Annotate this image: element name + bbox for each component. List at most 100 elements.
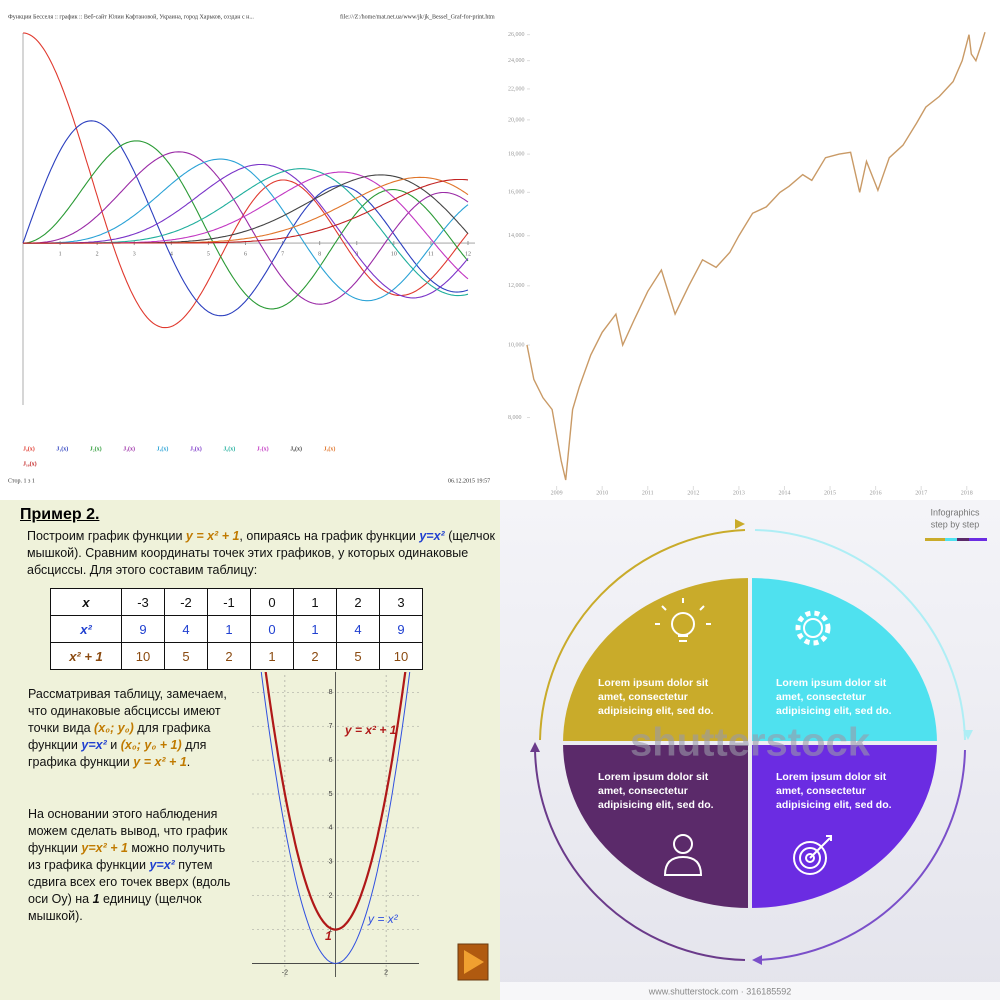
x-tick-label: 4 bbox=[170, 251, 173, 257]
x-tick-label: 2018 bbox=[961, 490, 973, 496]
x-tick-label: 2 bbox=[96, 251, 99, 257]
y-tick-label: 20,000 bbox=[508, 117, 525, 123]
play-triangle bbox=[464, 950, 484, 974]
y-tick-label: 7 bbox=[329, 723, 333, 730]
formula: (x₀; y₀ + 1) bbox=[120, 738, 182, 752]
text: , опираясь на график функции bbox=[239, 529, 420, 543]
formula: (x₀; y₀) bbox=[94, 721, 134, 735]
info-header: step by step bbox=[931, 519, 980, 529]
arrowhead bbox=[752, 955, 762, 965]
curve-label: y = x² bbox=[367, 912, 399, 926]
table-cell: 9 bbox=[121, 615, 165, 643]
y-tick-label: 8 bbox=[329, 689, 333, 696]
table-cell: x bbox=[50, 588, 122, 616]
text: . bbox=[186, 755, 191, 769]
x-tick-label: 12 bbox=[465, 251, 471, 257]
table-cell: 1 bbox=[207, 615, 251, 643]
text: и bbox=[106, 738, 121, 752]
formula: y=x² bbox=[149, 858, 175, 872]
curves bbox=[260, 672, 411, 964]
bulb-rays bbox=[655, 598, 711, 642]
table-cell: 2 bbox=[207, 642, 251, 670]
legend-entry: J₃(x) bbox=[123, 445, 135, 452]
table-cell: 1 bbox=[250, 642, 294, 670]
x-tick-label: 2014 bbox=[778, 490, 790, 496]
text: На основании этого наблюдения можем сдел… bbox=[28, 807, 228, 855]
x-tick-label: 2009 bbox=[551, 490, 563, 496]
legend-entry: J₉(x) bbox=[324, 445, 336, 452]
color-strip bbox=[925, 538, 945, 541]
block-text: Lorem ipsum dolor sit amet, consectetur … bbox=[598, 771, 714, 811]
vertex-label: 1 bbox=[325, 929, 332, 943]
x-tick-label: 2 bbox=[384, 969, 388, 976]
y-tick-label: 6 bbox=[329, 757, 333, 764]
lesson-intro: Построим график функции y = x² + 1, опир… bbox=[27, 528, 497, 579]
x-tick-label: 2013 bbox=[733, 490, 745, 496]
x-tick-label: 2011 bbox=[642, 490, 654, 496]
formula: 1 bbox=[92, 892, 100, 906]
table-cell: -2 bbox=[164, 588, 208, 616]
lesson-observation: Рассматривая таблицу, замечаем, что один… bbox=[28, 686, 238, 771]
block-text: Lorem ipsum dolor sit amet, consectetur … bbox=[776, 771, 892, 811]
arc bbox=[754, 749, 966, 961]
color-strip bbox=[969, 538, 987, 541]
page-footer: Стор. 1 з 1 bbox=[8, 478, 35, 484]
x-tick-label: 3 bbox=[133, 251, 136, 257]
y-tick-label: 18,000 bbox=[508, 151, 525, 157]
icons bbox=[655, 598, 832, 876]
y-tick-label: 3 bbox=[329, 859, 333, 866]
footer-band bbox=[500, 982, 1000, 1000]
target-arrow bbox=[809, 835, 832, 859]
y-tick-label: 5 bbox=[329, 791, 333, 798]
x-tick-label: 5 bbox=[207, 251, 210, 257]
gear-icon bbox=[803, 618, 823, 638]
parabola bbox=[260, 672, 411, 964]
x-tick-label: 2016 bbox=[870, 490, 882, 496]
table-cell: -3 bbox=[121, 588, 165, 616]
table-cell: 9 bbox=[379, 615, 423, 643]
bessel-curve bbox=[23, 163, 469, 299]
cycle-arrows bbox=[534, 529, 966, 961]
text: для графика функции bbox=[28, 738, 207, 769]
table-cell: -1 bbox=[207, 588, 251, 616]
page-header: Функции Бесселя :: график :: Веб-сайт Юл… bbox=[8, 13, 254, 20]
bessel-curve bbox=[22, 32, 469, 329]
x-tick-label: 11 bbox=[428, 251, 434, 257]
bessel-curve bbox=[23, 151, 469, 305]
arrowhead bbox=[963, 730, 973, 740]
text: Построим график функции bbox=[27, 529, 186, 543]
table-cell: x² + 1 bbox=[50, 642, 122, 670]
curve-label: y = x² + 1 bbox=[344, 723, 397, 737]
y-tick-label: 2 bbox=[329, 893, 333, 900]
text: (щелчок мышкой). Сравним координаты точе… bbox=[27, 529, 495, 577]
x-tick-label: 6 bbox=[244, 251, 247, 257]
arc bbox=[534, 749, 746, 961]
target-ring bbox=[805, 853, 815, 863]
table-cell: x² bbox=[50, 615, 122, 643]
y-tick-label: 10,000 bbox=[508, 342, 525, 348]
y-tick-label: 22,000 bbox=[508, 86, 525, 92]
y-tick-label: 8,000 bbox=[508, 415, 522, 421]
bessel-curve bbox=[23, 176, 469, 244]
person-icon bbox=[673, 834, 693, 854]
legend-entry: J₁₀(x) bbox=[23, 460, 37, 467]
formula: y=x² bbox=[81, 738, 107, 752]
text: можно получить из графика функции bbox=[28, 841, 226, 872]
bessel-curve bbox=[23, 178, 469, 244]
table-cell: 4 bbox=[336, 615, 380, 643]
y-tick-label: 1 bbox=[329, 926, 333, 933]
table-cell: 0 bbox=[250, 588, 294, 616]
table-cell: 5 bbox=[164, 642, 208, 670]
target-icon bbox=[793, 841, 827, 875]
legend-entry: J₅(x) bbox=[190, 445, 202, 452]
table-cell: 10 bbox=[121, 642, 165, 670]
legend-entry: J₂(x) bbox=[90, 445, 102, 452]
legend-entry: J₄(x) bbox=[157, 445, 169, 452]
x-tick-label: 1 bbox=[59, 251, 62, 257]
formula: y=x² + 1 bbox=[81, 841, 128, 855]
bessel-curve bbox=[22, 140, 469, 310]
bessel-curve bbox=[23, 171, 469, 280]
table-cell: 10 bbox=[379, 642, 423, 670]
